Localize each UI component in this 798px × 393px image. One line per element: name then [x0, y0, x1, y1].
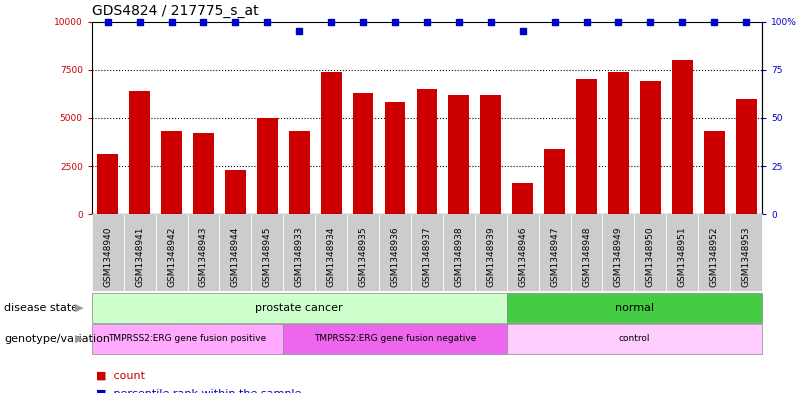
Bar [544, 149, 565, 214]
Bar [385, 103, 405, 214]
Text: GDS4824 / 217775_s_at: GDS4824 / 217775_s_at [92, 4, 259, 18]
Bar [321, 72, 342, 214]
Bar [225, 170, 246, 214]
Text: GSM1348935: GSM1348935 [358, 226, 368, 287]
Bar [576, 79, 597, 214]
Bar [193, 133, 214, 214]
Bar [129, 91, 150, 214]
Bar [417, 89, 437, 214]
Text: GSM1348952: GSM1348952 [709, 226, 719, 286]
Bar [507, 293, 762, 323]
Bar [672, 60, 693, 214]
Bar [161, 131, 182, 214]
Text: GSM1348940: GSM1348940 [103, 226, 113, 286]
Text: prostate cancer: prostate cancer [255, 303, 343, 313]
Bar [448, 95, 469, 214]
Text: GSM1348947: GSM1348947 [550, 226, 559, 286]
Text: GSM1348934: GSM1348934 [326, 226, 336, 286]
Text: ▶: ▶ [75, 334, 84, 344]
Text: GSM1348951: GSM1348951 [678, 226, 687, 287]
Text: GSM1348941: GSM1348941 [135, 226, 144, 286]
Text: GSM1348946: GSM1348946 [518, 226, 527, 286]
Text: GSM1348939: GSM1348939 [486, 226, 496, 287]
Text: ■  percentile rank within the sample: ■ percentile rank within the sample [96, 389, 301, 393]
Text: disease state: disease state [4, 303, 78, 313]
Text: GSM1348936: GSM1348936 [390, 226, 400, 287]
Text: GSM1348937: GSM1348937 [422, 226, 432, 287]
Bar [257, 118, 278, 214]
Text: GSM1348948: GSM1348948 [582, 226, 591, 286]
Text: TMPRSS2:ERG gene fusion negative: TMPRSS2:ERG gene fusion negative [314, 334, 476, 343]
Text: normal: normal [614, 303, 654, 313]
Bar [92, 324, 283, 354]
Text: ▶: ▶ [75, 303, 84, 313]
Text: ■  count: ■ count [96, 370, 144, 380]
Text: GSM1348942: GSM1348942 [167, 226, 176, 286]
Bar [283, 324, 507, 354]
Text: genotype/variation: genotype/variation [4, 334, 110, 344]
Bar [704, 131, 725, 214]
Bar [97, 154, 118, 214]
Text: GSM1348953: GSM1348953 [741, 226, 751, 287]
Text: GSM1348945: GSM1348945 [263, 226, 272, 286]
Text: GSM1348949: GSM1348949 [614, 226, 623, 286]
Text: GSM1348933: GSM1348933 [294, 226, 304, 287]
Bar [92, 293, 507, 323]
Bar [512, 184, 533, 214]
Bar [608, 72, 629, 214]
Bar [640, 81, 661, 214]
Text: GSM1348950: GSM1348950 [646, 226, 655, 287]
Text: GSM1348938: GSM1348938 [454, 226, 464, 287]
Bar [289, 131, 310, 214]
Text: control: control [618, 334, 650, 343]
Bar [736, 99, 757, 214]
Bar [353, 93, 373, 214]
Bar [507, 324, 762, 354]
Text: GSM1348944: GSM1348944 [231, 226, 240, 286]
Bar [480, 95, 501, 214]
Text: GSM1348943: GSM1348943 [199, 226, 208, 286]
Text: TMPRSS2:ERG gene fusion positive: TMPRSS2:ERG gene fusion positive [109, 334, 267, 343]
